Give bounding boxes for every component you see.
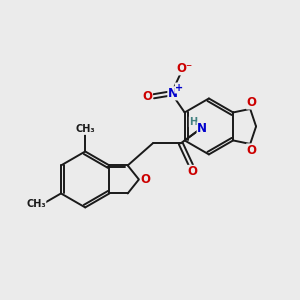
Text: O⁻: O⁻ <box>176 62 193 75</box>
Text: CH₃: CH₃ <box>75 124 95 134</box>
Text: O: O <box>188 165 197 178</box>
Text: +: + <box>175 83 183 93</box>
Text: CH₃: CH₃ <box>26 200 46 209</box>
Text: O: O <box>142 90 152 103</box>
Text: N: N <box>197 122 207 135</box>
Text: O: O <box>247 96 257 109</box>
Text: N: N <box>168 87 178 100</box>
Text: H: H <box>189 117 197 127</box>
Text: O: O <box>140 173 150 186</box>
Text: O: O <box>247 144 257 157</box>
